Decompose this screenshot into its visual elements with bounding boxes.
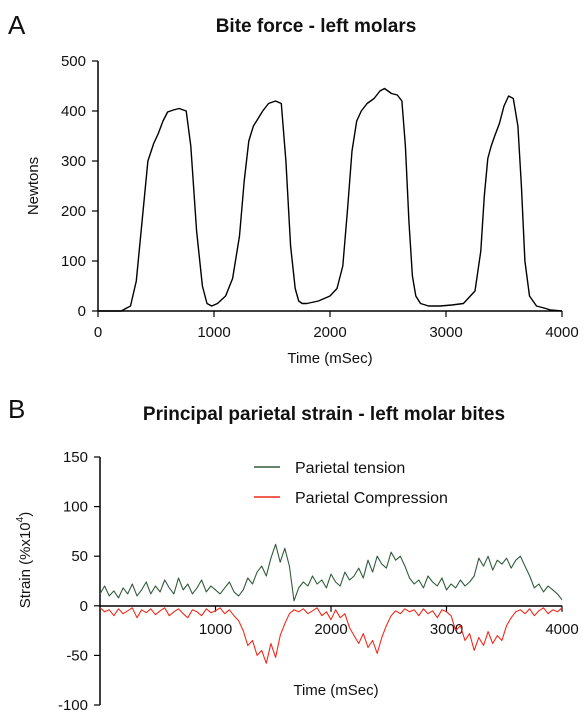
- panel-a-y-ticks: 0 100 200 300 400 500: [61, 53, 98, 320]
- panel-a-y-tick-label: 200: [61, 203, 86, 220]
- panel-a-y-tick-label: 300: [61, 153, 86, 170]
- panel-a-x-tick-label: 1000: [197, 324, 230, 341]
- panel-a: A Bite force - left molars Newtons Time …: [8, 10, 579, 367]
- panel-b-y-tick-label: 50: [71, 548, 88, 565]
- panel-a-series: [98, 87, 563, 312]
- panel-b-x-tick-label: 2000: [314, 621, 347, 638]
- legend-label-parietal-tension: Parietal tension: [295, 460, 405, 477]
- panel-a-bite-force-line: [98, 87, 563, 312]
- panel-b-title: Principal parietal strain - left molar b…: [143, 404, 505, 425]
- panel-b-y-ticks: 150 100 50 0 -50 -100: [58, 449, 100, 714]
- panel-b-y-axis-label-end: ): [17, 512, 34, 517]
- panel-a-letter: A: [8, 10, 26, 40]
- panel-b-y-axis-label-sup: 4: [15, 516, 26, 522]
- panel-a-title: Bite force - left molars: [216, 16, 417, 37]
- panel-b: B Principal parietal strain - left molar…: [8, 394, 579, 714]
- panel-b-compression-line: [99, 607, 563, 664]
- panel-b-x-axis-label: Time (mSec): [293, 682, 378, 699]
- panel-b-y-tick-label: 150: [63, 449, 88, 466]
- panel-a-x-axis-label: Time (mSec): [287, 350, 372, 367]
- panel-a-y-tick-label: 100: [61, 253, 86, 270]
- panel-a-x-tick-label: 4000: [545, 324, 578, 341]
- legend-label-parietal-compression: Parietal Compression: [295, 490, 448, 507]
- panel-a-x-ticks: 0 1000 2000 3000 4000: [94, 311, 579, 341]
- panel-a-x-tick-label: 0: [94, 324, 102, 341]
- panel-b-legend: Parietal tension Parietal Compression: [254, 460, 448, 507]
- panel-b-x-ticks: 1000 2000 3000 4000: [199, 605, 579, 638]
- panel-b-y-tick-label: 100: [63, 499, 88, 516]
- panel-b-y-tick-label: 0: [80, 598, 88, 615]
- panel-a-y-tick-label: 400: [61, 103, 86, 120]
- panel-a-y-tick-label: 500: [61, 53, 86, 70]
- panel-b-y-axis-label-main: Strain (%x10: [17, 522, 34, 608]
- panel-b-y-axis-label: Strain (%x104): [15, 512, 34, 608]
- panel-b-y-tick-label: -100: [58, 697, 88, 714]
- panel-b-letter: B: [8, 394, 25, 424]
- panel-b-x-tick-label: 4000: [545, 621, 578, 638]
- panel-b-tension-line: [99, 543, 563, 602]
- panel-b-x-tick-label: 1000: [199, 621, 232, 638]
- panel-a-x-tick-label: 2000: [313, 324, 346, 341]
- panel-a-y-axis-label: Newtons: [25, 157, 42, 215]
- panel-b-x-tick-label: 3000: [430, 621, 463, 638]
- panel-b-y-tick-label: -50: [66, 647, 88, 664]
- panel-a-y-tick-label: 0: [78, 303, 86, 320]
- panel-b-series: [99, 543, 563, 664]
- panel-a-x-tick-label: 3000: [429, 324, 462, 341]
